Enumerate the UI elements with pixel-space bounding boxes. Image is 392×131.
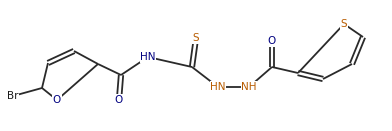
Text: NH: NH [241,82,257,92]
Text: S: S [341,19,347,29]
Text: O: O [53,95,61,105]
Text: O: O [268,36,276,46]
Text: S: S [193,33,199,43]
Text: Br: Br [7,91,19,101]
Text: HN: HN [140,52,156,62]
Text: HN: HN [210,82,226,92]
Text: O: O [115,95,123,105]
